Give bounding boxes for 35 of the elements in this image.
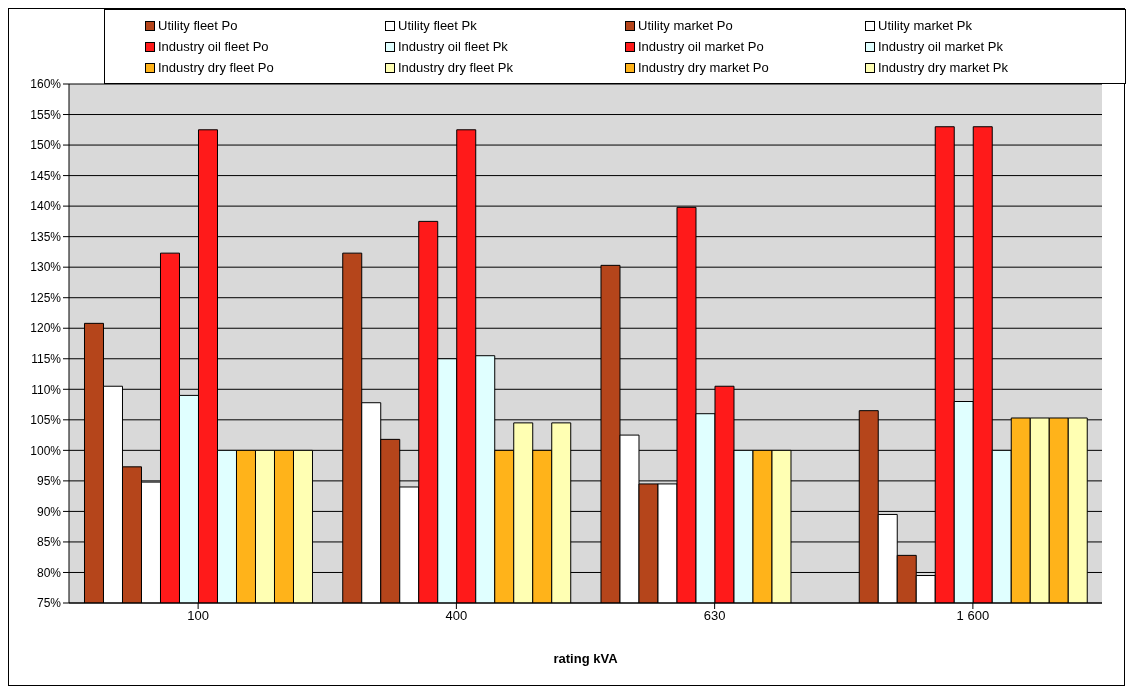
legend-label: Utility fleet Pk — [398, 18, 477, 33]
y-tick-label: 110% — [31, 382, 62, 397]
y-tick-label: 90% — [36, 504, 62, 519]
y-tick-label: 145% — [30, 168, 62, 183]
y-tick-label: 130% — [30, 260, 62, 275]
legend-label: Utility fleet Po — [158, 18, 238, 33]
legend-label: Industry dry fleet Po — [158, 60, 274, 75]
y-tick-label: 135% — [30, 229, 62, 244]
y-tick-label: 95% — [36, 474, 62, 489]
y-tick-label: 75% — [36, 596, 62, 611]
x-tick-label: 630 — [703, 608, 726, 624]
y-tick-label: 115% — [31, 352, 62, 367]
y-tick-label: 155% — [30, 107, 62, 122]
y-tick-label: 125% — [30, 290, 62, 305]
legend-label: Industry oil fleet Po — [158, 39, 269, 54]
y-tick-label: 85% — [36, 535, 62, 550]
x-tick-label: 100 — [187, 608, 209, 624]
y-tick-label: 80% — [36, 565, 62, 580]
legend-label: Utility market Pk — [878, 18, 972, 33]
legend-label: Industry dry market Pk — [878, 60, 1009, 75]
legend-label: Industry oil market Po — [638, 39, 764, 54]
legend-label: Industry oil fleet Pk — [398, 39, 508, 54]
legend-label: Industry oil market Pk — [878, 39, 1003, 54]
y-tick-label: 120% — [30, 321, 62, 336]
y-tick-label: 150% — [30, 138, 62, 153]
x-axis-title: rating kVA — [553, 651, 619, 666]
y-tick-label: 160% — [30, 77, 62, 92]
x-tick-label: 1 600 — [956, 608, 990, 624]
legend-label: Industry dry market Po — [638, 60, 769, 75]
y-tick-label: 105% — [30, 413, 62, 428]
legend-label: Utility market Po — [638, 18, 733, 33]
x-tick-label: 400 — [445, 608, 468, 624]
y-tick-label: 140% — [30, 199, 62, 214]
y-tick-label: 100% — [30, 443, 62, 458]
legend-label: Industry dry fleet Pk — [398, 60, 513, 75]
